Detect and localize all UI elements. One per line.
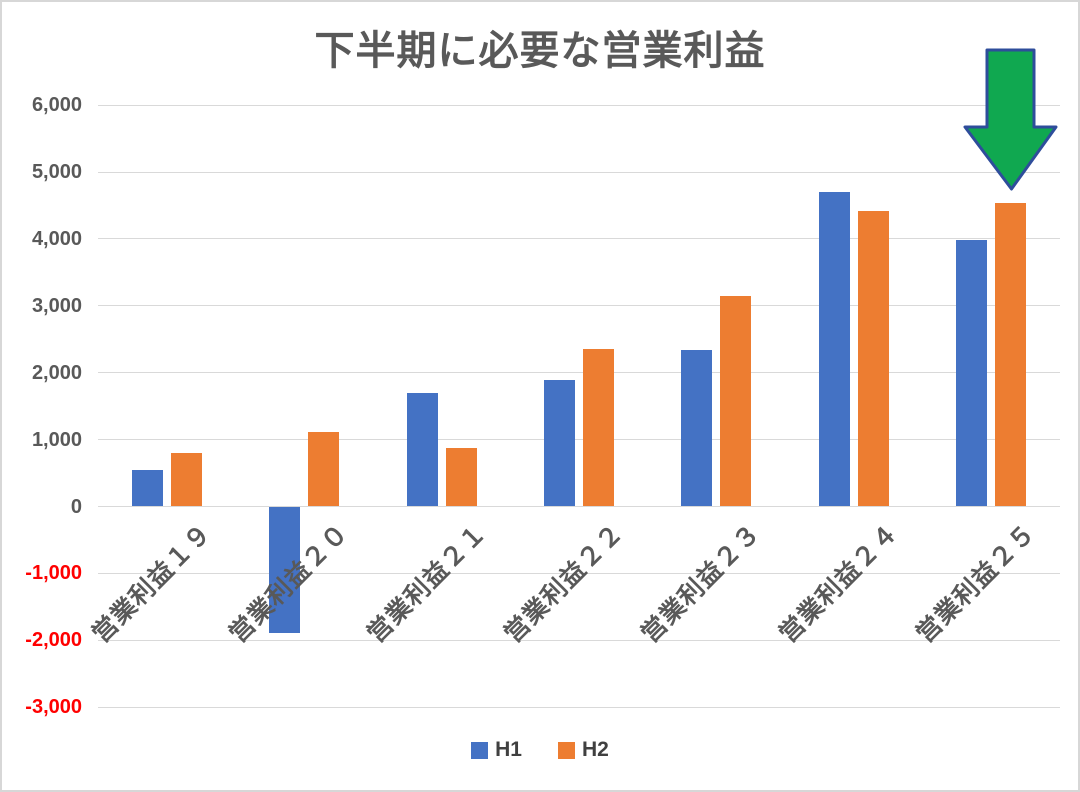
x-axis-label-23: 営業利益２３ (636, 518, 767, 649)
y-axis-label-4000: 4,000 (31, 227, 82, 250)
gridline--3000 (98, 706, 1060, 708)
y-axis-label-6000: 6,000 (31, 94, 82, 117)
legend-label-h2: H2 (582, 738, 609, 761)
bar-h2-23 (720, 296, 752, 507)
x-axis-label-21: 営業利益２１ (361, 518, 492, 649)
legend-item-h2: H2 (558, 738, 609, 762)
legend-item-h1: H1 (471, 738, 522, 762)
bar-h1-22 (544, 380, 575, 507)
x-axis-label-22: 営業利益２２ (498, 518, 630, 649)
gridline-2000 (98, 372, 1060, 374)
bar-h1-24 (818, 192, 850, 507)
legend-label-h1: H1 (495, 738, 522, 761)
bar-h1-21 (406, 392, 438, 507)
bar-h2-19 (170, 452, 202, 507)
bar-h2-22 (583, 349, 614, 507)
gridline-3000 (98, 305, 1060, 307)
legend-swatch-h2 (558, 741, 575, 759)
x-axis-label-19: 営業利益１９ (86, 518, 217, 649)
bar-h2-20 (308, 432, 340, 507)
chart-title: 下半期に必要な営業利益 (314, 29, 766, 73)
bar-h1-20 (269, 506, 301, 633)
gridline-4000 (98, 238, 1060, 240)
y-axis-label--2000: -2,000 (25, 629, 82, 652)
gridline--2000 (98, 639, 1060, 641)
y-axis-label-3000: 3,000 (31, 294, 82, 317)
bar-h2-24 (857, 210, 889, 507)
bar-h2-25 (995, 203, 1027, 507)
y-axis-label-5000: 5,000 (31, 161, 82, 183)
bar-h1-25 (956, 239, 988, 507)
y-axis-label-0: 0 (70, 495, 82, 518)
down-arrow-annotation (963, 48, 1058, 191)
gridline-6000 (98, 104, 1060, 106)
gridline--1000 (98, 572, 1060, 574)
y-axis-label-1000: 1,000 (31, 428, 82, 451)
gridline-5000 (98, 171, 1060, 173)
x-axis-label-25: 営業利益２５ (911, 518, 1042, 649)
gridline-0 (98, 506, 1060, 507)
bar-h1-23 (681, 349, 713, 507)
y-axis-label--3000: -3,000 (25, 696, 82, 719)
y-axis-label-2000: 2,000 (31, 361, 82, 384)
bar-h1-19 (131, 469, 163, 507)
legend-swatch-h1 (471, 741, 489, 759)
bar-h2-21 (445, 447, 477, 507)
x-axis-label-24: 営業利益２４ (773, 518, 904, 649)
y-axis-label--1000: -1,000 (25, 562, 82, 585)
legend: H1 H2 (2, 738, 1078, 762)
down-arrow-shape (963, 48, 1058, 191)
gridline-1000 (98, 439, 1060, 441)
